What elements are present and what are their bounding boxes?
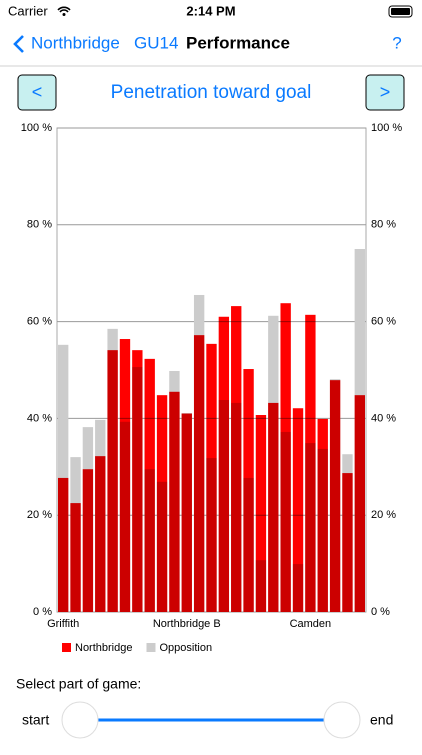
bar	[231, 306, 242, 612]
legend-swatch	[62, 643, 71, 652]
bar	[206, 343, 217, 612]
bar	[119, 339, 131, 612]
bar	[342, 473, 353, 612]
team-button[interactable]: GU14	[134, 33, 178, 52]
prev-button[interactable]	[17, 74, 57, 111]
wifi-dot	[62, 13, 66, 16]
y-tick-label: 60 %	[27, 316, 52, 328]
plot: 0 % 20 % 40 % 60 % 80 % 100 % 0 % 20 % 40 % 60 % 8…	[21, 122, 403, 654]
y-tick-label: 40 %	[27, 412, 52, 424]
bar	[95, 456, 106, 612]
bar	[280, 303, 291, 612]
y-tick-label: 100 %	[21, 122, 52, 134]
y-tick-label: 0 %	[33, 606, 52, 618]
bar	[243, 369, 254, 612]
bar	[317, 418, 328, 612]
wifi-icon	[57, 6, 71, 13]
y-tick-label: 80 %	[27, 219, 52, 231]
bar	[268, 402, 279, 612]
bar	[144, 358, 155, 612]
bar	[181, 413, 192, 612]
legend-label: Opposition	[159, 642, 212, 654]
bar	[193, 335, 205, 612]
carrier: Carrier	[8, 3, 48, 18]
prev-label[interactable]: <	[32, 82, 43, 102]
bar	[107, 350, 118, 612]
y2-tick-label: 20 %	[371, 509, 396, 521]
clock: 2:14 PM	[186, 3, 235, 18]
x-tick-label: Camden	[290, 618, 332, 630]
y2-tick-label: 0 %	[371, 606, 390, 618]
bar	[58, 477, 69, 612]
back-button[interactable]: Northbridge	[31, 33, 120, 52]
slider-start: start	[22, 712, 49, 728]
bar	[255, 415, 267, 612]
battery	[388, 5, 413, 18]
bar	[329, 380, 341, 612]
next-button[interactable]	[365, 74, 405, 111]
x-tick-label: Northbridge B	[153, 618, 221, 630]
bar	[82, 469, 94, 612]
x-tick-label: Griffith	[47, 618, 79, 630]
bar	[292, 408, 304, 612]
y-tick-label: 20 %	[27, 509, 52, 521]
y2-tick-label: 80 %	[371, 219, 396, 231]
nav-title: Performance	[186, 33, 290, 52]
y2-tick-label: 100 %	[371, 122, 402, 134]
slider-thumb-start[interactable]	[61, 701, 99, 739]
back-chevron[interactable]	[13, 35, 24, 53]
bar	[132, 350, 143, 612]
bar	[305, 314, 316, 612]
legend-label: Northbridge	[75, 642, 132, 654]
slider-label: Select part of game:	[16, 676, 141, 692]
bar	[169, 391, 180, 612]
bar	[70, 503, 81, 612]
y2-tick-label: 40 %	[371, 412, 396, 424]
slider-thumb-end[interactable]	[323, 701, 361, 739]
bar	[354, 395, 365, 612]
bar	[218, 316, 230, 612]
bar	[156, 395, 168, 612]
legend-swatch	[146, 643, 156, 652]
battery-level	[391, 8, 410, 15]
y2-tick-label: 60 %	[371, 316, 396, 328]
next-label[interactable]: >	[380, 82, 391, 102]
slider-end: end	[370, 712, 393, 728]
help-button[interactable]: ?	[392, 33, 401, 52]
chart-title: Penetration toward goal	[111, 82, 312, 103]
